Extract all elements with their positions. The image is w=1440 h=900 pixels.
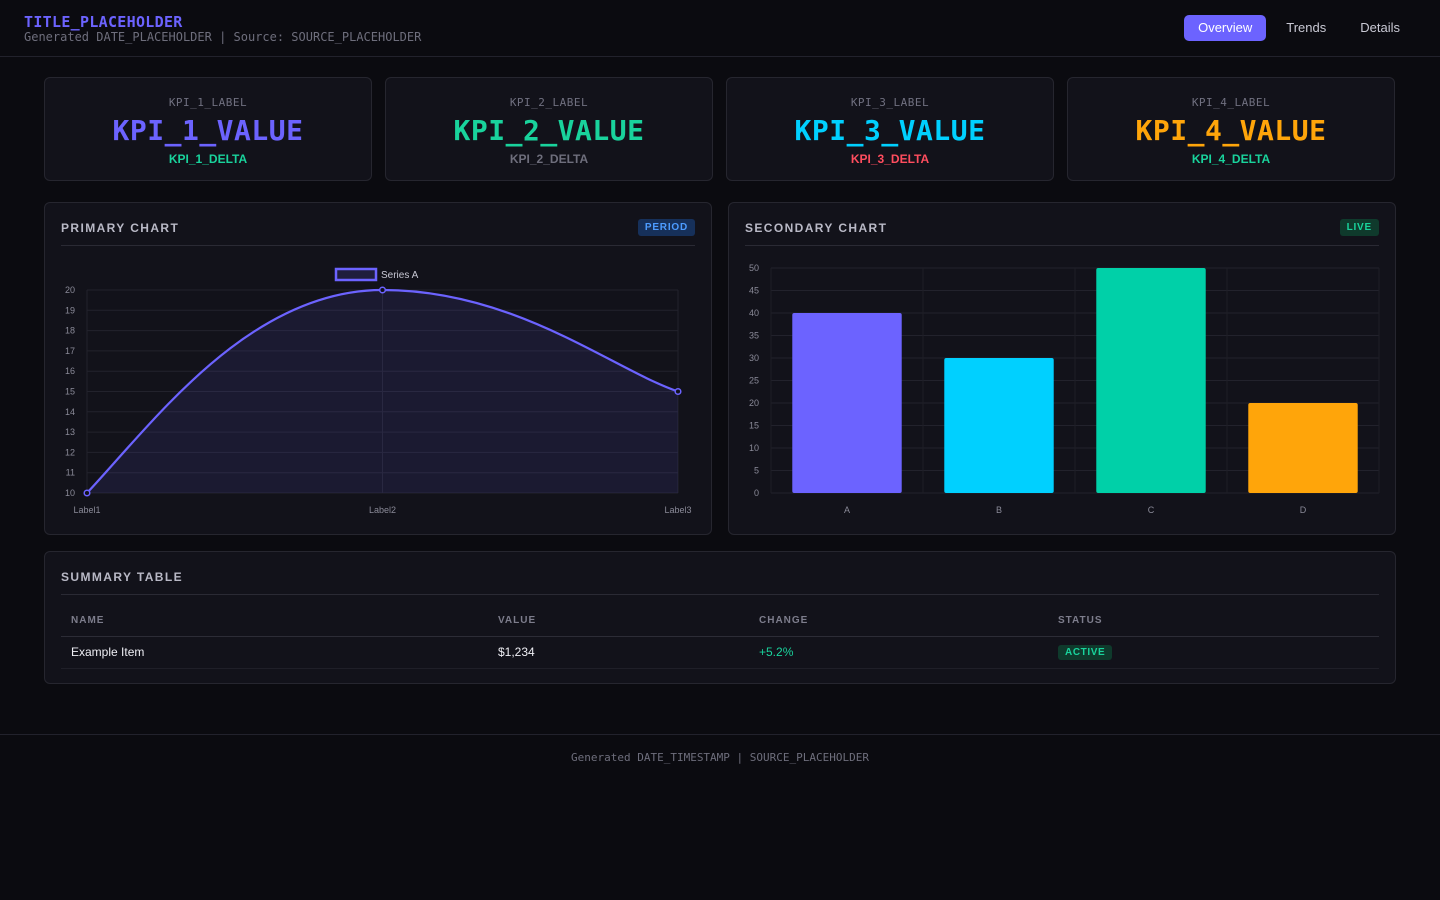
y-tick-label: 16 — [65, 366, 75, 376]
x-tick-label: B — [996, 505, 1002, 515]
table-wrapper: NAME VALUE CHANGE STATUS Example Item $1… — [61, 606, 1379, 669]
y-tick-label: 11 — [66, 468, 75, 478]
kpi-delta: KPI_3_DELTA — [850, 152, 930, 166]
table-header-row: NAME VALUE CHANGE STATUS — [61, 606, 1379, 637]
x-tick-label: Label3 — [664, 505, 691, 515]
divider — [61, 245, 695, 246]
y-tick-label: 12 — [65, 447, 75, 457]
kpi-value: KPI_1_VALUE — [112, 114, 304, 147]
data-point — [674, 387, 682, 396]
y-tick-label: 0 — [754, 488, 759, 498]
page-title: TITLE_PLACEHOLDER — [24, 13, 183, 31]
y-tick-label: 40 — [749, 308, 759, 318]
kpi-value: KPI_4_VALUE — [1135, 114, 1327, 147]
column-header-change[interactable]: CHANGE — [749, 606, 1048, 637]
y-tick-label: 15 — [749, 421, 759, 431]
legend-swatch — [334, 267, 378, 282]
kpi-card-3: KPI_3_LABEL KPI_3_VALUE KPI_3_DELTA — [726, 77, 1054, 181]
footer-text: Generated DATE_TIMESTAMP | SOURCE_PLACEH… — [570, 751, 869, 764]
column-header-value[interactable]: VALUE — [488, 606, 749, 637]
cell-status: ACTIVE — [1048, 636, 1379, 669]
panel-title: SECONDARY CHART — [745, 221, 888, 235]
x-tick-label: Label1 — [73, 505, 100, 515]
y-tick-label: 13 — [65, 427, 75, 437]
y-tick-label: 5 — [754, 466, 759, 476]
column-header-status[interactable]: STATUS — [1048, 606, 1379, 637]
kpi-label: KPI_2_LABEL — [509, 96, 589, 109]
y-tick-label: 35 — [749, 331, 759, 341]
y-tick-label: 18 — [65, 326, 75, 336]
y-tick-label: 25 — [749, 376, 759, 386]
y-tick-label: 14 — [65, 407, 75, 417]
kpi-card-2: KPI_2_LABEL KPI_2_VALUE KPI_2_DELTA — [385, 77, 713, 181]
cell-name: Example Item — [61, 636, 488, 669]
top-header: TITLE_PLACEHOLDER Generated DATE_PLACEHO… — [0, 0, 1440, 57]
y-tick-label: 10 — [65, 488, 75, 498]
period-badge: PERIOD — [637, 219, 695, 236]
legend-label: Series A — [381, 270, 419, 281]
y-tick-label: 50 — [749, 263, 759, 273]
primary-chart-panel: PRIMARY CHART PERIOD 10 11 12 13 14 15 16 17 18 1… — [44, 202, 712, 535]
panel-title: SUMMARY TABLE — [61, 570, 183, 584]
kpi-label: KPI_3_LABEL — [850, 96, 930, 109]
y-tick-label: 17 — [65, 346, 75, 356]
y-tick-label: 19 — [65, 305, 75, 315]
x-tick-label: D — [1300, 505, 1307, 515]
y-tick-label: 45 — [749, 286, 759, 296]
y-tick-label: 20 — [749, 398, 759, 408]
line-chart: 10 11 12 13 14 15 16 17 18 19 20 Label1 Label2 Label3… — [65, 267, 692, 515]
kpi-value: KPI_3_VALUE — [794, 114, 986, 147]
kpi-delta: KPI_4_DELTA — [1191, 152, 1271, 166]
kpi-delta: KPI_2_DELTA — [509, 152, 589, 166]
data-point — [83, 489, 91, 497]
secondary-chart-panel: SECONDARY CHART LIVE 0 5 10 15 20 25 30 35 40 45 5… — [728, 202, 1396, 535]
summary-table: NAME VALUE CHANGE STATUS Example Item $1… — [61, 606, 1379, 669]
data-point — [378, 286, 387, 294]
bar — [944, 358, 1054, 493]
table-row[interactable]: Example Item $1,234 +5.2% ACTIVE — [61, 636, 1379, 669]
kpi-value: KPI_2_VALUE — [453, 114, 645, 147]
y-tick-label: 30 — [749, 353, 759, 363]
page-subtitle: Generated DATE_PLACEHOLDER | Source: SOU… — [24, 30, 422, 44]
kpi-delta: KPI_1_DELTA — [168, 152, 248, 166]
live-badge: LIVE — [1339, 219, 1379, 236]
panel-title: PRIMARY CHART — [61, 221, 180, 235]
tab-details[interactable]: Details — [1360, 20, 1400, 35]
cell-change: +5.2% — [749, 636, 1048, 669]
series-area — [87, 290, 678, 493]
status-badge: ACTIVE — [1058, 645, 1113, 660]
kpi-label: KPI_1_LABEL — [168, 96, 248, 109]
tab-overview[interactable]: Overview — [1184, 15, 1267, 41]
kpi-row: KPI_1_LABEL KPI_1_VALUE KPI_1_DELTA KPI_… — [44, 77, 1395, 181]
nav-tabs: Overview Trends Details — [1184, 15, 1414, 41]
column-header-name[interactable]: NAME — [61, 606, 488, 637]
bar — [1248, 403, 1358, 493]
x-tick-label: C — [1148, 505, 1155, 515]
kpi-label: KPI_4_LABEL — [1191, 96, 1271, 109]
x-tick-label: Label2 — [369, 505, 396, 515]
x-tick-label: A — [844, 505, 850, 515]
divider — [745, 245, 1379, 246]
bar — [1096, 268, 1206, 493]
y-tick-label: 15 — [65, 387, 75, 397]
cell-value: $1,234 — [488, 636, 749, 669]
kpi-card-4: KPI_4_LABEL KPI_4_VALUE KPI_4_DELTA — [1067, 77, 1395, 181]
y-tick-label: 10 — [749, 443, 759, 453]
footer: Generated DATE_TIMESTAMP | SOURCE_PLACEH… — [0, 734, 1440, 780]
y-tick-label: 20 — [65, 285, 75, 295]
summary-table-panel: SUMMARY TABLE NAME VALUE CHANGE STATUS E… — [44, 551, 1396, 684]
tab-trends[interactable]: Trends — [1286, 20, 1327, 35]
kpi-card-1: KPI_1_LABEL KPI_1_VALUE KPI_1_DELTA — [44, 77, 372, 181]
bar-chart: 0 5 10 15 20 25 30 35 40 45 50 A B C D — [749, 263, 1380, 515]
divider — [61, 594, 1379, 595]
bar — [792, 313, 902, 493]
